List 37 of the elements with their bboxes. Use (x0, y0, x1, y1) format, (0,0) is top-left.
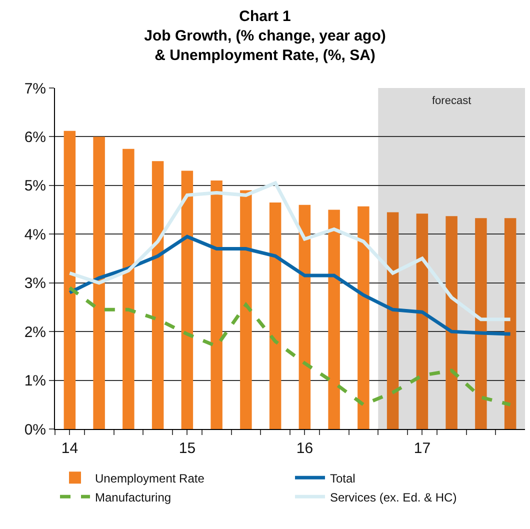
bar (446, 216, 458, 429)
x-tick-label: 17 (414, 440, 431, 457)
x-tick-label: 15 (178, 440, 196, 457)
y-tick-label: 1% (24, 372, 46, 390)
bar (386, 212, 399, 429)
bar (475, 218, 487, 429)
bar (64, 130, 76, 429)
y-tick-label: 2% (24, 324, 46, 341)
bar (298, 204, 311, 429)
y-tick-label: 5% (24, 178, 46, 195)
bar (93, 136, 105, 429)
band-label: forecast (432, 95, 472, 107)
legend-label: Services (ex. Ed. & HC) (330, 490, 457, 504)
line-series (68, 286, 512, 406)
legend-label: Manufacturing (95, 490, 172, 504)
bar (122, 148, 134, 429)
y-tick-label: 0% (24, 421, 46, 438)
line-series (68, 181, 512, 322)
bar (358, 206, 370, 429)
y-tick-label: 7% (24, 80, 46, 98)
bar (269, 202, 282, 429)
y-tick-label: 6% (24, 128, 46, 146)
chart-title: Chart 1 Job Growth, (% change, year ago) & Unemployment Rate, (%, SA) (144, 8, 386, 64)
x-tick-label: 14 (61, 440, 78, 457)
legend-label: Unemployment Rate (95, 471, 205, 486)
bar (504, 218, 516, 429)
bar (240, 190, 252, 429)
y-tick-label: 3% (24, 275, 46, 292)
y-tick-label: 4% (24, 226, 46, 244)
bar (328, 210, 340, 429)
bar (210, 180, 222, 429)
legend-label: Total (330, 471, 356, 486)
x-tick-label: 16 (296, 440, 314, 457)
bar (181, 170, 194, 429)
bar (152, 161, 164, 429)
bar (416, 214, 428, 429)
line-series (68, 234, 512, 336)
